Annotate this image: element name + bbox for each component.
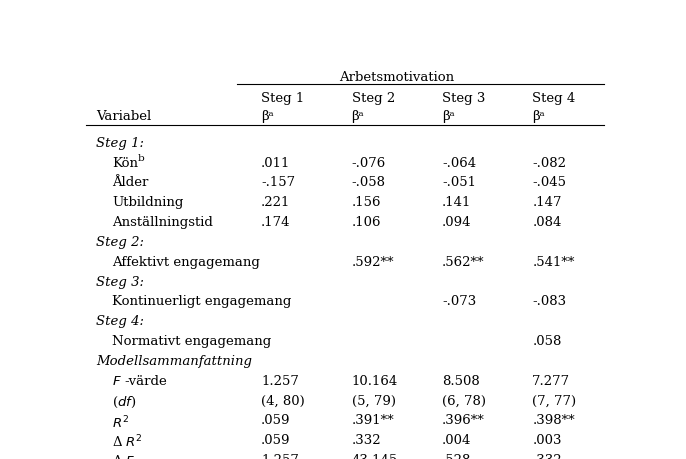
Text: -.073: -.073 bbox=[442, 295, 476, 308]
Text: .174: .174 bbox=[261, 216, 291, 229]
Text: (4, 80): (4, 80) bbox=[261, 394, 305, 407]
Text: Utbildning: Utbildning bbox=[113, 196, 184, 209]
Text: -.045: -.045 bbox=[532, 176, 567, 189]
Text: .562**: .562** bbox=[442, 255, 484, 268]
Text: .398**: .398** bbox=[532, 414, 575, 426]
Text: Anställningstid: Anställningstid bbox=[113, 216, 213, 229]
Text: 7.277: 7.277 bbox=[532, 374, 571, 387]
Text: .332: .332 bbox=[532, 453, 562, 459]
Text: Steg 4: Steg 4 bbox=[532, 92, 576, 105]
Text: .541**: .541** bbox=[532, 255, 575, 268]
Text: Normativt engagemang: Normativt engagemang bbox=[113, 334, 272, 347]
Text: .004: .004 bbox=[442, 433, 471, 446]
Text: 43.145: 43.145 bbox=[351, 453, 398, 459]
Text: .147: .147 bbox=[532, 196, 562, 209]
Text: Ålder: Ålder bbox=[113, 176, 149, 189]
Text: -värde: -värde bbox=[124, 374, 167, 387]
Text: 10.164: 10.164 bbox=[351, 374, 398, 387]
Text: Modellsammanfattning: Modellsammanfattning bbox=[96, 354, 252, 367]
Text: .592**: .592** bbox=[351, 255, 394, 268]
Text: $R^{2}$: $R^{2}$ bbox=[113, 414, 129, 430]
Text: 1.257: 1.257 bbox=[261, 453, 299, 459]
Text: .003: .003 bbox=[532, 433, 562, 446]
Text: Steg 3:: Steg 3: bbox=[96, 275, 144, 288]
Text: .396**: .396** bbox=[442, 414, 485, 426]
Text: βᵃ: βᵃ bbox=[351, 110, 364, 123]
Text: .058: .058 bbox=[532, 334, 562, 347]
Text: Kön: Kön bbox=[113, 156, 139, 169]
Text: Steg 2: Steg 2 bbox=[351, 92, 395, 105]
Text: .011: .011 bbox=[261, 156, 291, 169]
Text: (7, 77): (7, 77) bbox=[532, 394, 576, 407]
Text: βᵃ: βᵃ bbox=[261, 110, 274, 123]
Text: βᵃ: βᵃ bbox=[532, 110, 545, 123]
Text: .141: .141 bbox=[442, 196, 471, 209]
Text: .391**: .391** bbox=[351, 414, 394, 426]
Text: Steg 1:: Steg 1: bbox=[96, 136, 144, 149]
Text: -.076: -.076 bbox=[351, 156, 386, 169]
Text: -.082: -.082 bbox=[532, 156, 567, 169]
Text: -.157: -.157 bbox=[261, 176, 295, 189]
Text: Δ $F$: Δ $F$ bbox=[113, 453, 136, 459]
Text: (6, 78): (6, 78) bbox=[442, 394, 486, 407]
Text: b: b bbox=[138, 153, 145, 162]
Text: 8.508: 8.508 bbox=[442, 374, 480, 387]
Text: ($df$): ($df$) bbox=[113, 394, 137, 409]
Text: 1.257: 1.257 bbox=[261, 374, 299, 387]
Text: Δ $R^{2}$: Δ $R^{2}$ bbox=[113, 433, 143, 450]
Text: .332: .332 bbox=[351, 433, 381, 446]
Text: .221: .221 bbox=[261, 196, 291, 209]
Text: .156: .156 bbox=[351, 196, 381, 209]
Text: Affektivt engagemang: Affektivt engagemang bbox=[113, 255, 260, 268]
Text: βᵃ: βᵃ bbox=[442, 110, 455, 123]
Text: -.064: -.064 bbox=[442, 156, 476, 169]
Text: .106: .106 bbox=[351, 216, 381, 229]
Text: (5, 79): (5, 79) bbox=[351, 394, 396, 407]
Text: .084: .084 bbox=[532, 216, 562, 229]
Text: $F$: $F$ bbox=[113, 374, 122, 387]
Text: Kontinuerligt engagemang: Kontinuerligt engagemang bbox=[113, 295, 292, 308]
Text: -.083: -.083 bbox=[532, 295, 567, 308]
Text: Steg 2:: Steg 2: bbox=[96, 235, 144, 248]
Text: -.058: -.058 bbox=[351, 176, 386, 189]
Text: .059: .059 bbox=[261, 433, 291, 446]
Text: .059: .059 bbox=[261, 414, 291, 426]
Text: Steg 1: Steg 1 bbox=[261, 92, 305, 105]
Text: .094: .094 bbox=[442, 216, 471, 229]
Text: .528: .528 bbox=[442, 453, 471, 459]
Text: Variabel: Variabel bbox=[96, 110, 152, 123]
Text: Steg 3: Steg 3 bbox=[442, 92, 485, 105]
Text: Steg 4:: Steg 4: bbox=[96, 314, 144, 327]
Text: Arbetsmotivation: Arbetsmotivation bbox=[339, 71, 454, 84]
Text: -.051: -.051 bbox=[442, 176, 476, 189]
